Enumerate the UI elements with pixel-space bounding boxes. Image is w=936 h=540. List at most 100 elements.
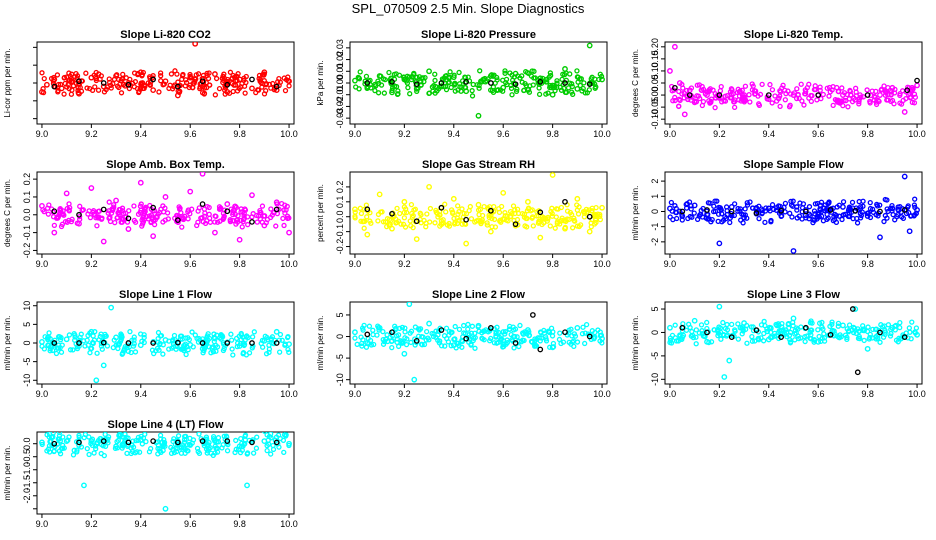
data-point [376, 324, 383, 331]
scatter-point [478, 221, 484, 227]
data-point [244, 482, 250, 489]
overlay-point [562, 329, 568, 336]
x-tick-label: 9.4 [135, 129, 148, 139]
data-point [562, 225, 568, 232]
scatter-point [201, 90, 208, 96]
y-tick-label: 0 [650, 330, 660, 335]
data-point [500, 189, 507, 196]
scatter-point [693, 334, 699, 340]
scatter-point [775, 329, 782, 336]
y-tick-label: 0.1 [335, 196, 345, 209]
scatter-point [558, 340, 564, 347]
scatter-point [814, 97, 820, 103]
data-point [475, 322, 482, 329]
data-point [39, 338, 45, 345]
overlay-point [537, 78, 544, 85]
scatter-point [589, 205, 595, 211]
scatter-point [155, 329, 162, 336]
overlay-point [463, 216, 469, 223]
scatter-point [531, 68, 537, 74]
scatter-point [466, 78, 473, 84]
overlay-point [488, 325, 494, 331]
overlay-point [224, 438, 231, 444]
scatter-point [259, 84, 265, 90]
scatter-point [212, 450, 218, 456]
x-tick-label: 9.0 [664, 389, 677, 399]
scatter-point [826, 93, 832, 99]
x-tick-label: 9.4 [763, 129, 776, 139]
scatter-point [465, 326, 471, 332]
scatter-point [143, 438, 149, 445]
scatter-point [764, 328, 770, 335]
overlay-point [512, 221, 519, 228]
scatter-point [401, 215, 408, 221]
data-point [113, 334, 119, 341]
scatter-point [143, 204, 149, 210]
scatter-point [796, 213, 803, 219]
scatter-point [359, 343, 365, 349]
data-point [364, 84, 371, 91]
panel-title: Slope Line 4 (LT) Flow [108, 419, 224, 431]
scatter-point [696, 330, 703, 336]
scatter-point [111, 202, 117, 208]
scatter-point [392, 323, 398, 329]
overlay-point [273, 439, 280, 446]
scatter-point [134, 85, 141, 92]
scatter-point [846, 206, 852, 212]
data-point [63, 190, 70, 197]
scatter-point [739, 87, 745, 93]
scatter-point [566, 339, 572, 346]
scatter-point [855, 335, 862, 342]
scatter-cloud [39, 328, 292, 358]
scatter-point [238, 330, 244, 337]
scatter-point [580, 85, 586, 92]
scatter-point [451, 82, 458, 88]
data-point [574, 195, 581, 202]
data-point [249, 192, 255, 199]
overlay-point [249, 439, 255, 446]
scatter-point [123, 75, 129, 81]
overlay-point [753, 327, 760, 333]
scatter-point [456, 81, 463, 87]
scatter-point [687, 324, 693, 331]
scatter-point [70, 347, 76, 353]
overlay-point [224, 340, 231, 346]
data-point [63, 336, 70, 343]
panel-title: Slope Li-820 Temp. [744, 29, 843, 41]
overlay-point [100, 206, 107, 213]
scatter-point [82, 432, 89, 438]
scatter-point [860, 203, 866, 209]
scatter-point [597, 71, 603, 77]
scatter-point [157, 70, 164, 76]
scatter-point [534, 209, 540, 215]
scatter-point [79, 78, 85, 84]
scatter-point [592, 76, 598, 82]
overlay-point [150, 438, 156, 444]
scatter-point [877, 202, 883, 208]
scatter-point [864, 87, 870, 93]
x-tick-label: 9.6 [184, 259, 197, 269]
scatter-point [269, 340, 275, 346]
scatter-point [62, 80, 68, 87]
scatter-point [865, 210, 872, 216]
scatter-point [744, 200, 750, 206]
panel-title: Slope Li-820 CO2 [120, 29, 210, 41]
scatter-point [196, 432, 202, 437]
scatter-point [812, 201, 819, 207]
scatter-point [469, 323, 476, 329]
data-point [192, 42, 199, 47]
data-point [487, 73, 494, 79]
scatter-point [690, 334, 697, 341]
data-point [81, 482, 87, 489]
scatter-point [477, 206, 483, 213]
data-point [108, 304, 115, 311]
scatter-point [783, 327, 789, 333]
scatter-point [258, 209, 264, 216]
y-tick-label: -5 [335, 354, 345, 362]
scatter-point [789, 214, 795, 220]
overlay-point [914, 77, 920, 84]
scatter-point [216, 204, 223, 210]
overlay-point [273, 340, 280, 346]
scatter-point [364, 214, 370, 220]
scatter-point [119, 219, 125, 225]
